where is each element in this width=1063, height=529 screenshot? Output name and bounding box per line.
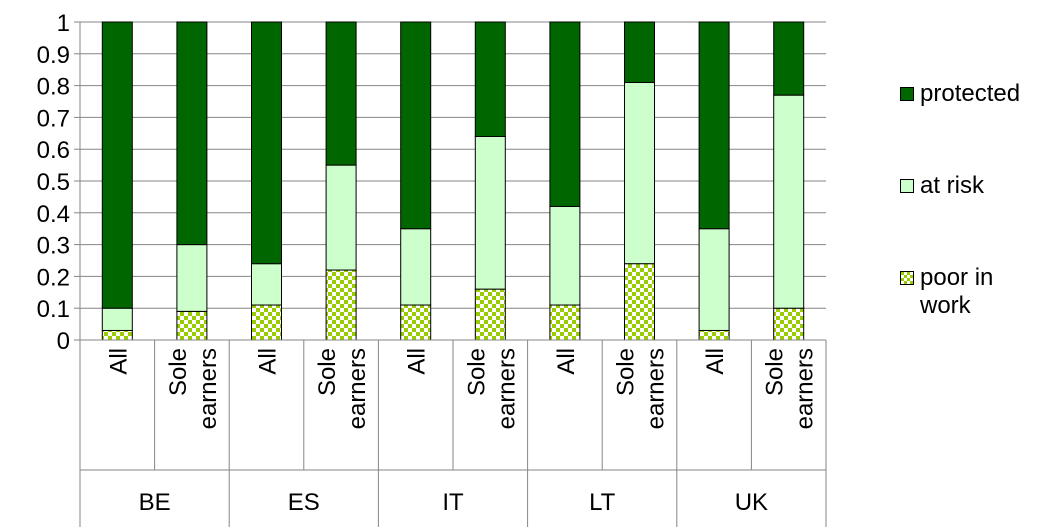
x-subcategory-label: All [553, 348, 580, 375]
x-group-label: UK [735, 489, 768, 516]
y-tick-label: 1 [57, 10, 70, 37]
bar-segment-at-risk [400, 228, 432, 306]
axes [74, 21, 827, 527]
bar-segment-poor-in-work [773, 307, 805, 341]
y-tick-label: 0.3 [37, 233, 70, 260]
bar-segment-at-risk [773, 94, 805, 309]
x-subcategory-label: earners [493, 348, 520, 429]
bar-segment-protected [549, 21, 581, 207]
y-tick-label: 0.8 [37, 74, 70, 101]
legend-label-protected: protected [920, 80, 1021, 107]
y-tick-label: 0.1 [37, 296, 70, 323]
legend-label-poor-in-work: poor in work [920, 264, 994, 319]
x-axis-tick-labels: All Sole earners All Sole earners All Sole earne… [105, 348, 818, 516]
legend-swatch-poor-in-work [900, 271, 914, 285]
bar-segment-poor-in-work [325, 269, 357, 341]
bar-segment-poor-in-work [176, 310, 208, 341]
x-subcategory-label: Sole [613, 348, 640, 396]
bar-segment-poor-in-work [474, 288, 506, 341]
bar-segment-protected [101, 21, 133, 309]
y-tick-label: 0.9 [37, 42, 70, 69]
bar-segment-poor-in-work [400, 304, 432, 341]
bar-segment-poor-in-work [698, 329, 730, 341]
x-group-label: BE [139, 489, 171, 516]
x-subcategory-label: Sole [463, 348, 490, 396]
bar-segment-protected [624, 21, 655, 83]
x-subcategory-label: Sole [314, 348, 341, 396]
y-tick-label: 0.4 [37, 201, 70, 228]
y-tick-label: 0.2 [37, 264, 70, 291]
legend-item-at-risk: at risk [900, 172, 984, 200]
bar-segment-poor-in-work [624, 263, 655, 341]
bar-segment-at-risk [251, 263, 282, 306]
y-tick-label: 0.6 [37, 137, 70, 164]
legend-swatch-at-risk [900, 179, 914, 193]
bars [101, 21, 805, 341]
legend-label-at-risk: at risk [920, 172, 985, 199]
bar-segment-at-risk [474, 135, 506, 290]
x-subcategory-label: All [255, 348, 282, 375]
x-group-label: ES [288, 489, 320, 516]
legend-item-poor-in-work: poor in work [900, 264, 1050, 320]
bar-segment-at-risk [325, 164, 357, 271]
bar-segment-at-risk [698, 228, 730, 331]
bar-segment-protected [325, 21, 357, 166]
x-subcategory-label: Sole [762, 348, 789, 396]
x-group-label: IT [442, 489, 464, 516]
x-group-label: LT [589, 489, 616, 516]
bar-segment-at-risk [549, 205, 581, 306]
bar-segment-at-risk [101, 307, 133, 331]
x-subcategory-label: Sole [165, 348, 192, 396]
x-subcategory-label: earners [344, 348, 371, 429]
x-subcategory-label: earners [643, 348, 670, 429]
x-subcategory-label: earners [792, 348, 819, 429]
bar-segment-poor-in-work [549, 304, 581, 341]
y-tick-label: 0.5 [37, 169, 70, 196]
bar-segment-protected [773, 21, 805, 96]
bar-segment-poor-in-work [251, 304, 282, 341]
x-subcategory-label: All [105, 348, 132, 375]
x-subcategory-label: All [702, 348, 729, 375]
y-axis-tick-labels: 0 0.1 0.2 0.3 0.4 0.5 0.6 0.7 0.8 0.9 1 [37, 10, 70, 355]
bar-segment-protected [400, 21, 432, 230]
bar-segment-at-risk [176, 244, 208, 312]
legend-swatch-protected [900, 87, 914, 101]
bar-segment-protected [474, 21, 506, 137]
y-tick-label: 0.7 [37, 105, 70, 132]
y-tick-label: 0 [57, 328, 70, 355]
x-subcategory-label: All [404, 348, 431, 375]
bar-segment-protected [176, 21, 208, 246]
bar-segment-poor-in-work [101, 329, 133, 341]
x-subcategory-label: earners [195, 348, 222, 429]
bar-segment-protected [251, 21, 282, 265]
bar-segment-protected [698, 21, 730, 230]
legend-item-protected: protected [900, 80, 1020, 108]
bar-segment-at-risk [624, 81, 655, 265]
